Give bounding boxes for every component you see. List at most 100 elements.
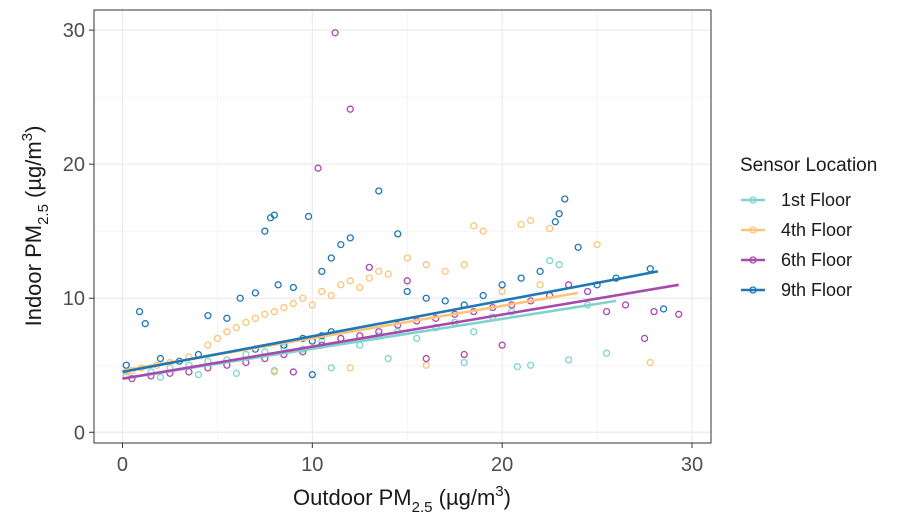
data-point: [204, 341, 212, 349]
data-point: [327, 364, 335, 372]
y-tick-label: 10: [63, 288, 85, 310]
x-tick-label: 10: [301, 454, 323, 476]
data-point: [545, 257, 554, 265]
data-point: [470, 328, 478, 336]
data-point: [274, 281, 282, 289]
data-point: [403, 287, 411, 296]
data-point: [621, 301, 630, 309]
data-point: [375, 267, 383, 276]
data-point: [346, 277, 354, 285]
data-point: [536, 281, 544, 289]
data-point: [289, 283, 297, 292]
data-point: [261, 227, 269, 235]
data-point: [422, 354, 430, 363]
legend-item: 6th Floor: [741, 250, 852, 270]
legend-title: Sensor Location: [740, 155, 877, 176]
data-point: [318, 267, 326, 276]
data-point: [365, 274, 373, 282]
data-point: [460, 350, 468, 359]
x-tick-label: 30: [681, 454, 703, 476]
data-point: [308, 301, 316, 309]
legend-key-point: [749, 256, 757, 264]
data-point: [346, 234, 354, 242]
data-point: [441, 297, 449, 305]
data-point: [299, 294, 307, 302]
data-point: [308, 370, 316, 379]
legend-label: 9th Floor: [781, 280, 852, 300]
data-point: [470, 222, 478, 230]
data-point: [251, 289, 260, 297]
data-point: [646, 358, 654, 367]
data-point: [441, 267, 449, 276]
data-point: [498, 287, 506, 296]
data-point: [251, 314, 260, 322]
y-tick-label: 0: [74, 422, 85, 444]
data-point: [555, 210, 563, 218]
y-tick-label: 20: [63, 154, 85, 176]
data-point: [602, 307, 611, 316]
data-point: [194, 370, 203, 379]
data-point: [375, 187, 383, 195]
data-point: [526, 216, 535, 225]
x-tick-label: 0: [117, 454, 128, 476]
data-point: [337, 281, 345, 289]
legend-key-point: [749, 226, 757, 234]
data-point: [346, 105, 354, 113]
data-point: [593, 240, 601, 249]
trend-lines: [122, 270, 679, 380]
data-point: [602, 349, 611, 357]
data-point: [583, 287, 592, 296]
data-point: [223, 314, 231, 322]
data-point: [517, 220, 525, 229]
data-point: [141, 320, 149, 328]
data-point: [403, 254, 411, 262]
legend-item: 9th Floor: [741, 280, 852, 300]
major-gridlines: [94, 10, 711, 443]
data-point: [289, 299, 297, 308]
data-point: [460, 358, 468, 367]
data-point: [460, 261, 468, 269]
data-point: [384, 354, 392, 363]
data-point: [536, 267, 544, 276]
data-point: [498, 281, 506, 289]
data-point: [640, 334, 649, 343]
data-point: [156, 373, 165, 381]
data-point: [561, 195, 569, 203]
legend-label: 4th Floor: [781, 220, 852, 240]
data-point: [526, 361, 535, 369]
data-point: [236, 294, 244, 302]
data-point: [280, 303, 288, 312]
data-point: [422, 361, 430, 369]
data-point: [270, 368, 279, 376]
data-point: [232, 324, 241, 332]
plot-panel-border: [93, 9, 712, 444]
plot-panel: [93, 9, 712, 444]
data-point: [261, 310, 269, 318]
data-point: [413, 334, 421, 343]
legend-item: 4th Floor: [741, 220, 852, 240]
y-axis-ticks: 0 10 20 30: [63, 20, 94, 444]
legend-key-point: [749, 196, 757, 204]
data-point: [479, 227, 487, 235]
legend-label: 6th Floor: [781, 250, 852, 270]
legend: Sensor Location 1st Floor 4th Floor 6th Fl…: [740, 155, 877, 300]
data-point: [270, 211, 279, 219]
data-point: [384, 270, 392, 278]
data-point: [551, 218, 559, 226]
data-point: [223, 328, 231, 336]
data-point: [498, 341, 506, 349]
data-point: [327, 291, 335, 300]
data-point: [422, 261, 430, 269]
data-point: [242, 318, 250, 326]
data-point: [327, 254, 335, 262]
data-point: [356, 283, 364, 292]
data-point: [331, 29, 339, 37]
data-point: [337, 240, 345, 249]
data-point: [289, 368, 297, 376]
data-point: [204, 311, 212, 320]
plot-panel-background: [94, 10, 711, 443]
data-point: [346, 364, 354, 372]
data-point: [156, 354, 165, 363]
data-point: [403, 277, 411, 285]
